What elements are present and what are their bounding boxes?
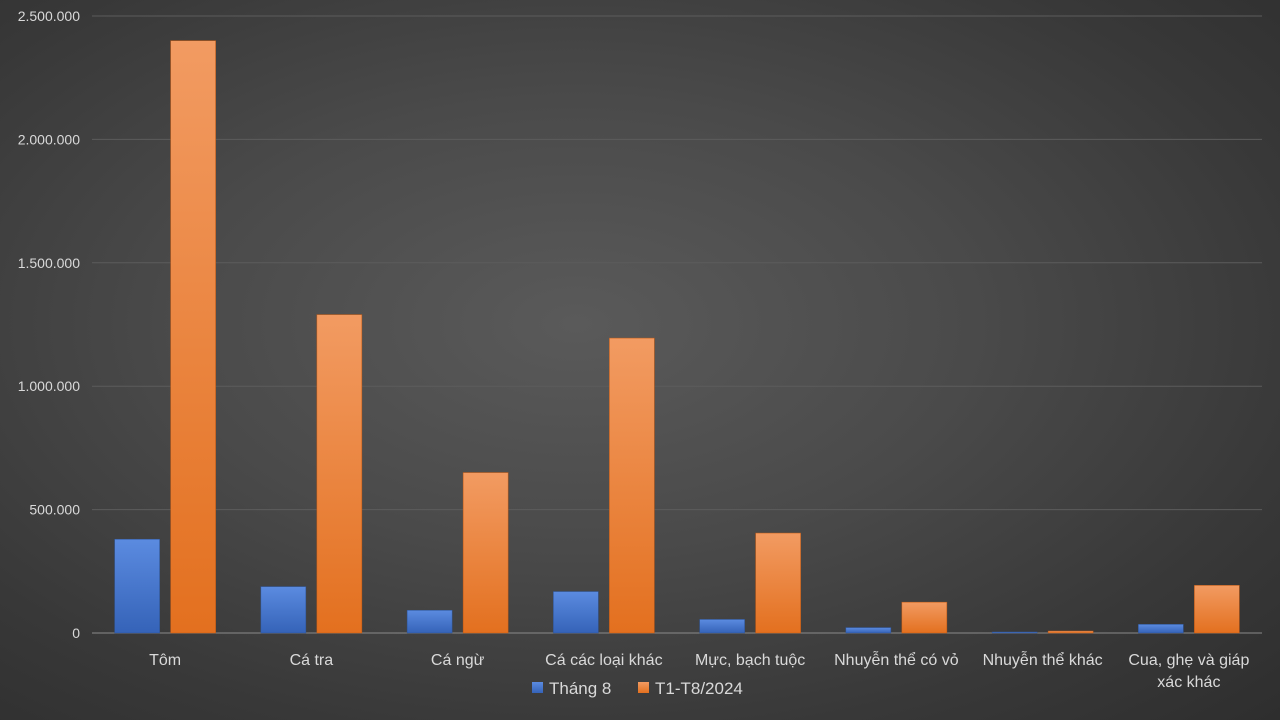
y-tick-label: 2.000.000 [18,131,80,147]
bar-thang-8 [114,538,160,634]
bar-thang-8 [845,627,892,634]
x-category-label: Cá ngừ [431,652,485,669]
bar-t1-t8-2024 [316,314,363,634]
legend-swatch [532,682,543,693]
legend: Tháng 8 T1-T8/2024 [532,679,743,698]
y-tick-label: 2.500.000 [18,8,80,24]
x-category-label: Nhuyễn thể có vỏ [834,650,959,669]
gridlines [92,15,1262,634]
bar-thang-8 [260,586,307,634]
bar-thang-8 [699,619,745,634]
bar-t1-t8-2024 [462,472,509,634]
x-category-label: Cá tra [290,652,334,669]
bar-thang-8 [1138,624,1184,634]
bar-t1-t8-2024 [1194,585,1240,634]
x-axis-labels: Tôm Cá tra Cá ngừ Cá các loại khác Mực, bạch… [149,650,1249,691]
bar-t1-t8-2024 [170,40,216,634]
y-axis-ticks: 0 500.000 1.000.000 1.500.000 2.000.000 2.500… [18,8,81,641]
bar-t1-t8-2024 [609,337,655,634]
bar-thang-8 [991,631,1038,634]
y-tick-label: 1.500.000 [18,255,80,271]
y-tick-label: 0 [72,625,80,641]
y-tick-label: 1.000.000 [18,378,80,394]
bars [114,40,1240,634]
x-category-label: Mực, bạch tuộc [695,652,805,669]
legend-label: T1-T8/2024 [655,679,743,698]
x-category-label: Nhuyễn thể khác [983,650,1103,669]
bar-thang-8 [406,610,453,634]
bar-t1-t8-2024 [755,532,801,634]
bar-t1-t8-2024 [901,601,948,634]
x-category-label: Cua, ghẹ và giáp xác khác [1128,652,1249,691]
x-category-label: Tôm [149,652,181,669]
bar-thang-8 [553,591,599,634]
legend-swatch [638,682,649,693]
legend-label: Tháng 8 [549,679,611,698]
y-tick-label: 500.000 [29,502,80,518]
bar-t1-t8-2024 [1047,630,1094,634]
x-category-label: Cá các loại khác [545,652,662,669]
